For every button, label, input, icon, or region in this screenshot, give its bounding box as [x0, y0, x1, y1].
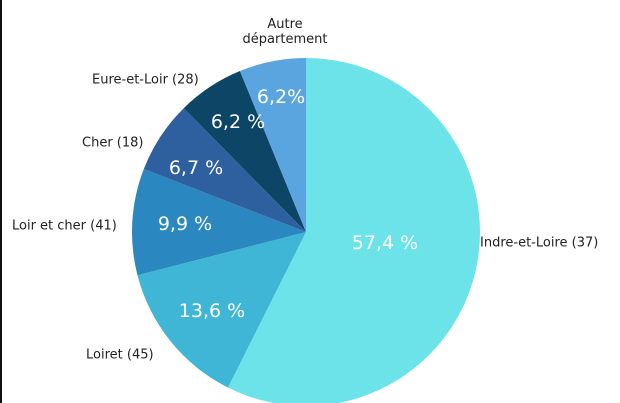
slice-category-label: Loiret (45) [86, 347, 154, 363]
slice-category-label: Autre département [242, 17, 328, 47]
pie-slice [183, 71, 306, 233]
pie-slice [132, 168, 306, 276]
slice-value-label: 6,2 % [210, 111, 266, 133]
slice-category-label: Cher (18) [82, 135, 144, 151]
slice-value-label: 13,6 % [178, 300, 246, 322]
slice-category-label: Loir et cher (41) [12, 218, 117, 234]
slice-category-label: Indre-et-Loire (37) [480, 235, 599, 251]
pie-slice [143, 108, 306, 232]
pie-slice [227, 58, 480, 403]
slice-value-label: 57,4 % [351, 232, 419, 254]
slice-category-label: Eure-et-Loir (28) [92, 72, 199, 88]
pie-slice [137, 232, 306, 388]
slice-value-label: 9,9 % [157, 213, 213, 235]
pie-slice [239, 58, 306, 232]
slice-value-label: 6,2% [256, 86, 306, 108]
slice-value-label: 6,7 % [168, 157, 224, 179]
